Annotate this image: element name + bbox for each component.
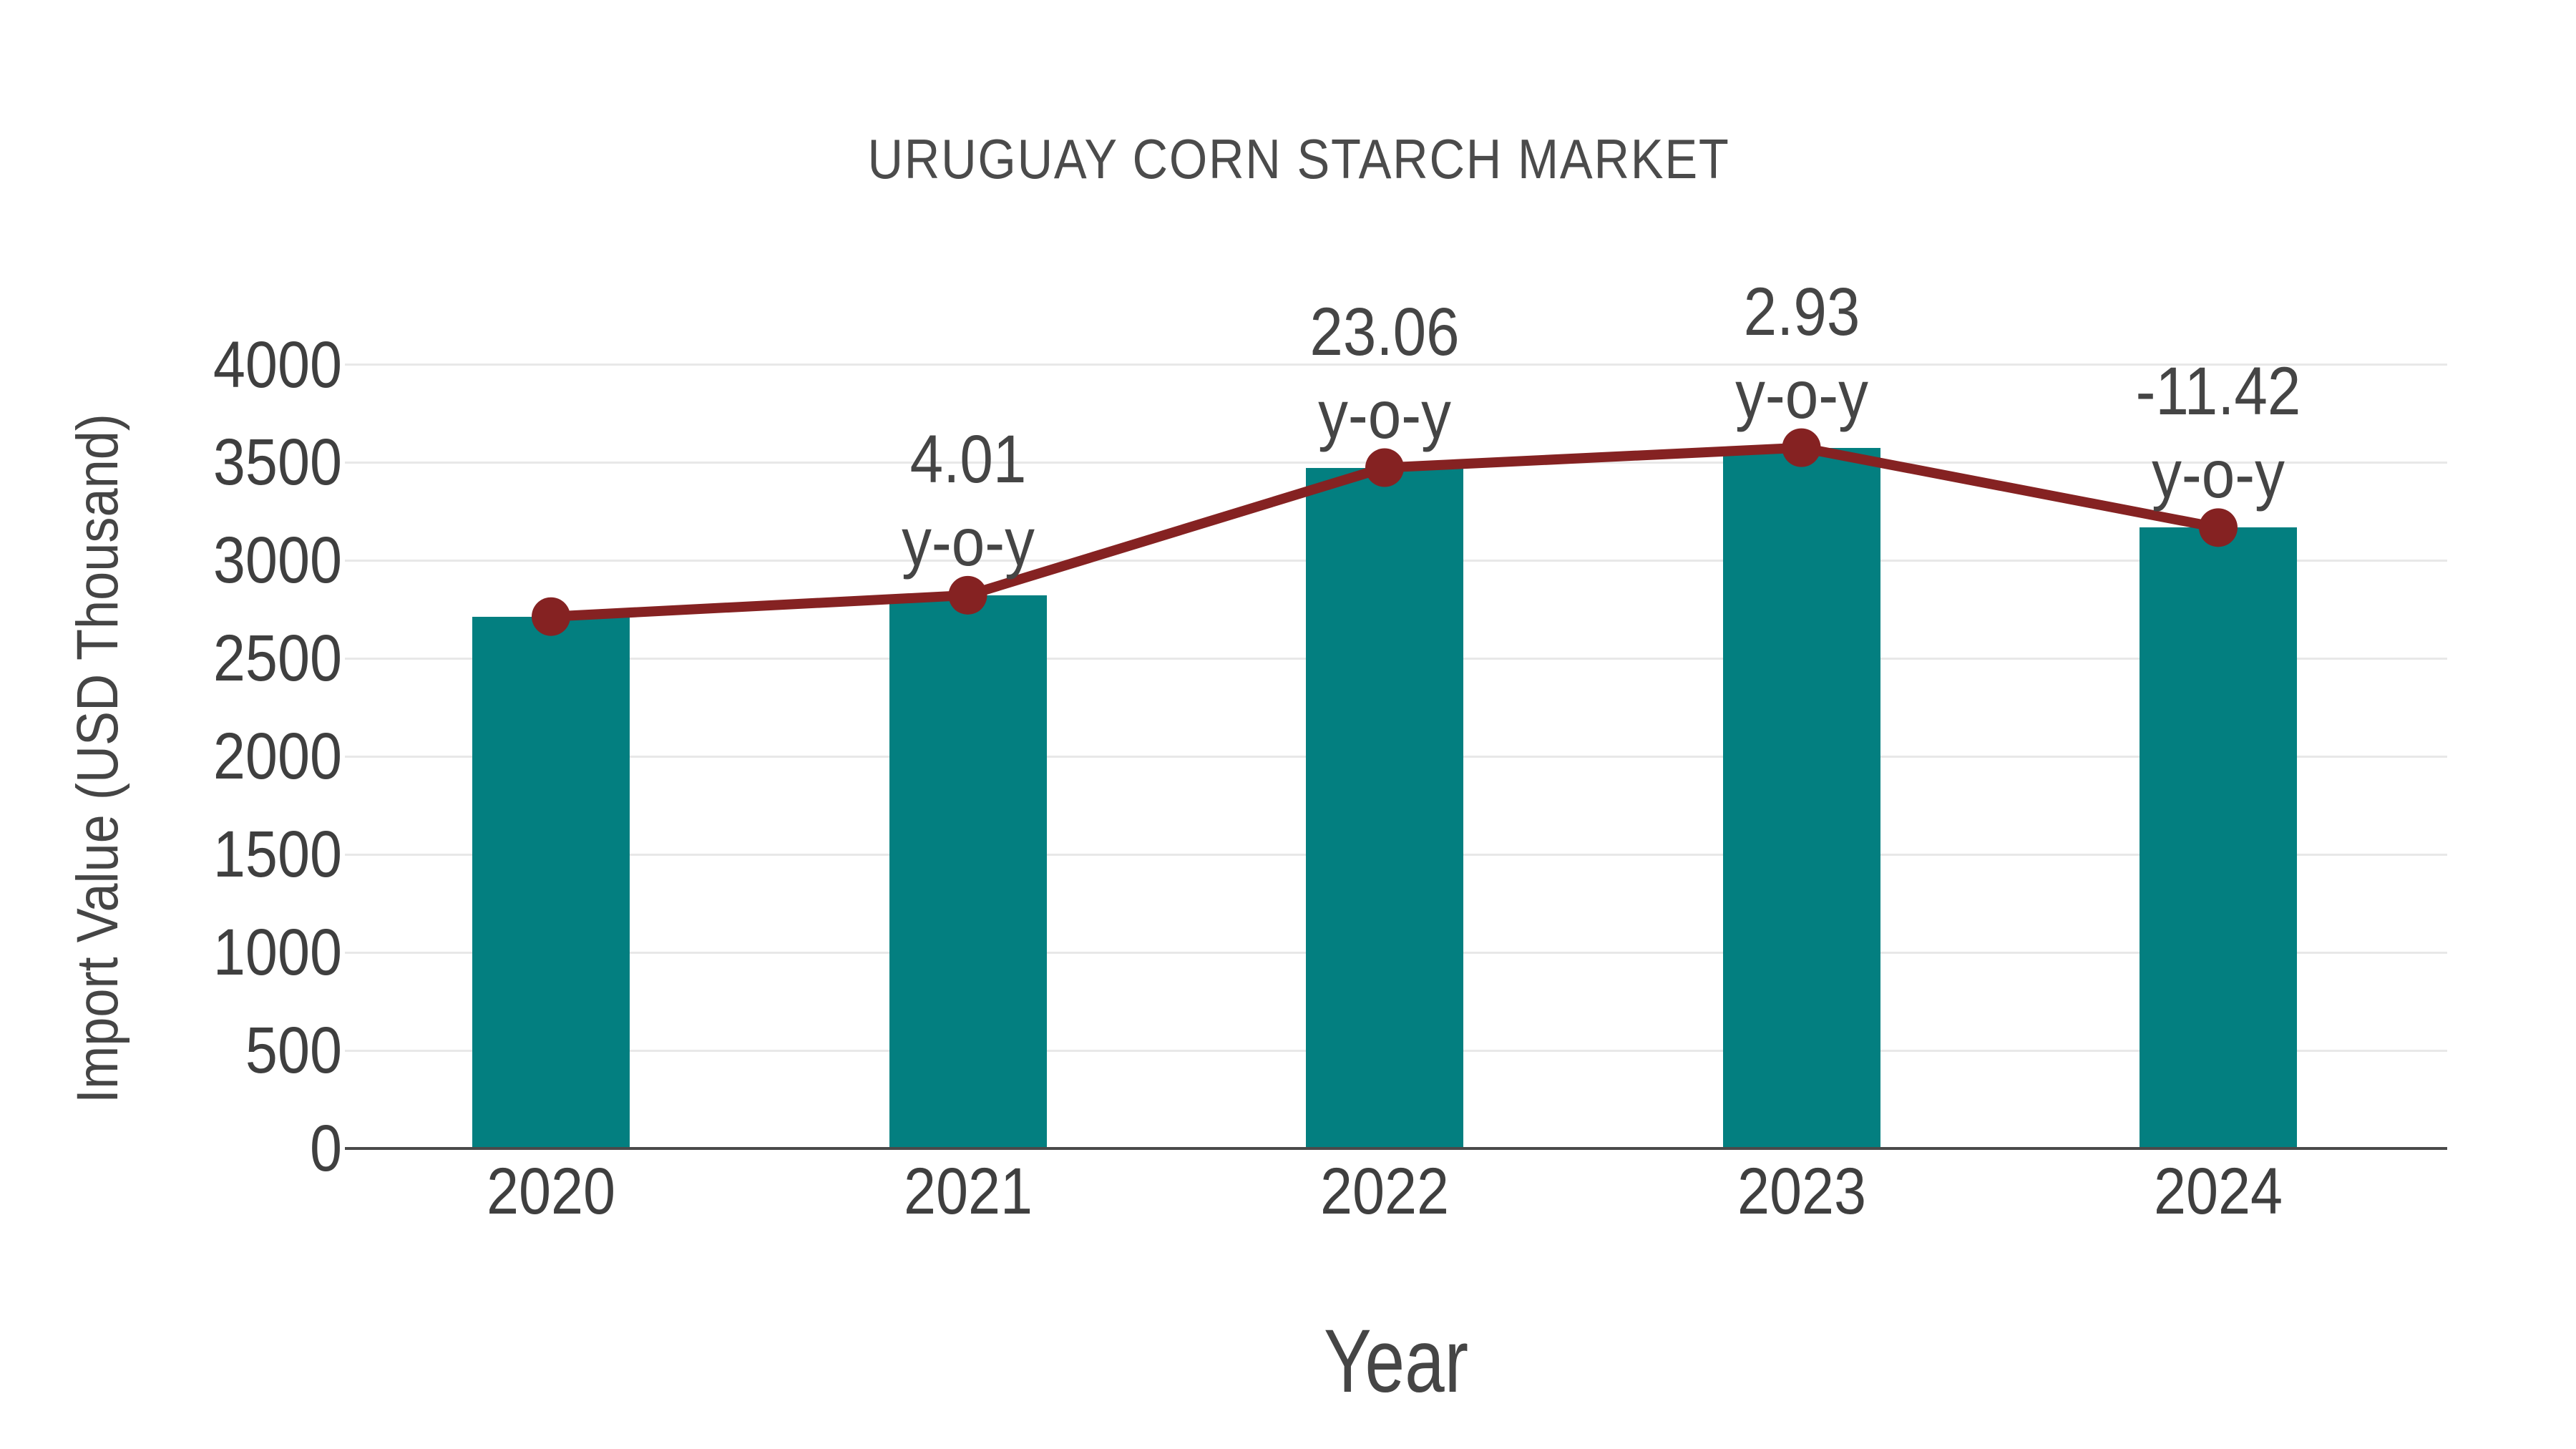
y-tick-3000: 3000: [213, 524, 342, 597]
data-label-2023: 2.93 y-o-y: [1613, 270, 1991, 436]
y-tick-3500: 3500: [213, 426, 342, 499]
data-label-2021: 4.01 y-o-y: [779, 418, 1157, 584]
y-tick-2500: 2500: [213, 622, 342, 696]
data-label-2023-value: 2.93: [1743, 273, 1860, 350]
x-axis-line: [345, 1147, 2447, 1150]
y-tick-1500: 1500: [213, 818, 342, 892]
data-label-2023-suffix: y-o-y: [1735, 356, 1868, 433]
data-label-2022: 23.06 y-o-y: [1196, 291, 1574, 457]
line-marker-2021: [948, 575, 987, 615]
bar-2024: [2140, 527, 2297, 1148]
bar-2022: [1306, 467, 1463, 1148]
data-label-2022-suffix: y-o-y: [1318, 376, 1451, 453]
x-tick-2023: 2023: [1737, 1155, 1866, 1228]
data-label-2022-value: 23.06: [1309, 293, 1460, 370]
bar-2020: [472, 616, 630, 1148]
chart-title: URUGUAY CORN STARCH MARKET: [867, 127, 1730, 190]
data-label-2021-suffix: y-o-y: [901, 504, 1035, 580]
x-tick-2021: 2021: [903, 1155, 1033, 1228]
x-axis-title: Year: [1323, 1312, 1469, 1411]
data-label-2021-value: 4.01: [909, 421, 1026, 497]
y-tick-500: 500: [245, 1014, 342, 1088]
line-marker-2023: [1782, 428, 1821, 467]
x-tick-2024: 2024: [2153, 1155, 2283, 1228]
x-tick-2020: 2020: [486, 1155, 616, 1228]
y-tick-4000: 4000: [213, 328, 342, 401]
y-tick-2000: 2000: [213, 720, 342, 794]
data-label-2024-value: -11.42: [2135, 353, 2301, 430]
y-tick-0: 0: [309, 1112, 342, 1185]
bar-2021: [889, 595, 1047, 1148]
x-tick-2022: 2022: [1319, 1155, 1450, 1228]
line-marker-2024: [2199, 508, 2238, 547]
line-marker-2020: [532, 597, 570, 636]
y-tick-1000: 1000: [213, 916, 342, 990]
gridline-4000: [345, 364, 2447, 366]
data-label-2024-suffix: y-o-y: [2152, 436, 2285, 513]
bar-2023: [1722, 447, 1880, 1148]
line-marker-2022: [1365, 448, 1404, 487]
data-label-2024: -11.42 y-o-y: [2029, 350, 2407, 516]
